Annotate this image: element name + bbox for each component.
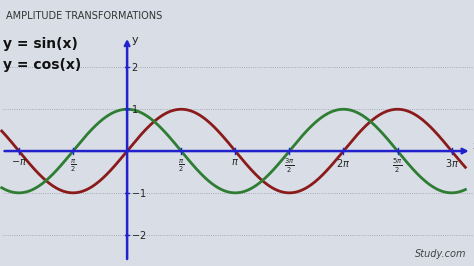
Text: $\frac{\pi}{2}$: $\frac{\pi}{2}$	[70, 157, 76, 174]
Text: $3\pi$: $3\pi$	[445, 157, 459, 169]
Text: Study.com: Study.com	[415, 249, 467, 259]
Text: $2\pi$: $2\pi$	[337, 157, 351, 169]
Text: $1$: $1$	[131, 103, 138, 115]
Text: $-\pi$: $-\pi$	[11, 157, 27, 167]
Text: y: y	[131, 35, 138, 45]
Text: $\frac{5\pi}{2}$: $\frac{5\pi}{2}$	[392, 157, 403, 175]
Text: x: x	[473, 141, 474, 151]
Text: $\frac{\pi}{2}$: $\frac{\pi}{2}$	[178, 157, 184, 174]
Text: $2$: $2$	[131, 61, 138, 73]
Text: AMPLITUDE TRANSFORMATIONS: AMPLITUDE TRANSFORMATIONS	[6, 11, 162, 21]
Text: $-2$: $-2$	[131, 229, 146, 241]
Text: y = sin(x): y = sin(x)	[3, 38, 78, 51]
Text: y = cos(x): y = cos(x)	[3, 58, 82, 72]
Text: $\pi$: $\pi$	[231, 157, 239, 167]
Text: $\frac{3\pi}{2}$: $\frac{3\pi}{2}$	[284, 157, 295, 175]
Text: $-1$: $-1$	[131, 187, 146, 199]
